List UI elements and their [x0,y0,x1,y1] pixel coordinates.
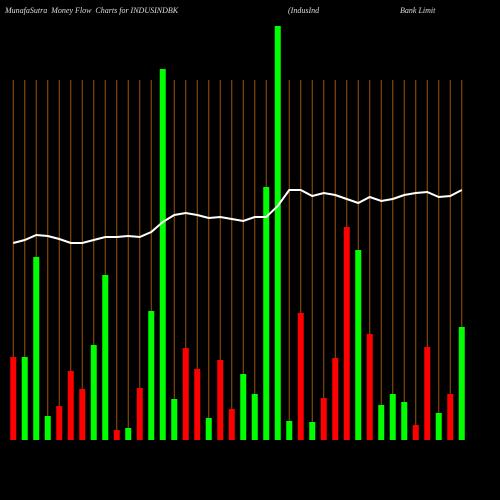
bar [79,389,86,440]
bar [102,275,109,440]
bar [274,26,281,440]
bar [148,311,155,440]
bar [366,334,373,440]
bar [194,369,201,440]
bar [205,418,212,440]
bar [56,406,63,440]
chart-title: Bank Limit [400,6,436,15]
bar [343,227,350,440]
bar [424,347,431,440]
bar [412,425,419,440]
bar [251,394,258,440]
bar [332,358,339,440]
chart-title: MunafaSutra Money Flow Charts for INDUSI… [4,6,179,15]
bar [286,421,293,440]
bar [378,405,385,440]
bar [21,357,28,440]
bar [10,357,17,440]
bar [171,399,178,440]
bar [159,69,166,440]
bar [33,257,40,440]
bar [320,398,327,440]
bar [240,374,247,440]
chart-title: (IndusInd [288,6,320,15]
bar [447,394,454,440]
bar [297,313,304,440]
bar [113,430,120,440]
bar [263,187,270,440]
bar [90,345,97,440]
bar [182,348,189,440]
bar [458,327,465,440]
bar [217,360,224,440]
bar [389,394,396,440]
bar [125,428,132,440]
line [12,189,463,244]
bar [67,371,74,440]
bar [44,416,51,440]
bar [228,409,235,440]
bar [136,388,143,440]
bar [309,422,316,440]
bar [435,413,442,440]
bar [355,250,362,440]
bar [401,402,408,440]
